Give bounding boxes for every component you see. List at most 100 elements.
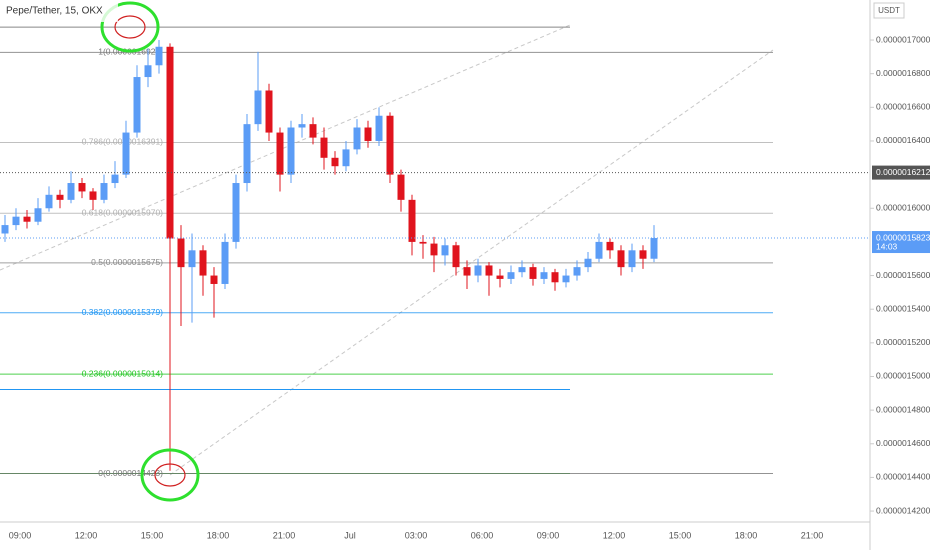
x-tick-label: 12:00 bbox=[75, 530, 98, 540]
price-tag bbox=[872, 165, 930, 180]
candle-body bbox=[221, 241, 229, 284]
y-tick-label: 0.0000015000 bbox=[876, 371, 931, 381]
candle-body bbox=[23, 216, 31, 222]
highlight-circle bbox=[100, 1, 160, 53]
candle-body bbox=[155, 46, 163, 66]
title-background bbox=[0, 0, 118, 22]
y-tick-label: 0.0000014600 bbox=[876, 438, 931, 448]
x-tick-label: 18:00 bbox=[207, 530, 230, 540]
candle-body bbox=[34, 208, 42, 222]
candle-body bbox=[408, 199, 416, 242]
chart-title: Pepe/Tether, 15, OKX bbox=[6, 6, 103, 17]
y-tick-label: 0.0000014400 bbox=[876, 472, 931, 482]
candle-body bbox=[386, 115, 394, 175]
y-tick-label: 0.0000016400 bbox=[876, 135, 931, 145]
candle-body bbox=[364, 127, 372, 141]
candle-body bbox=[419, 241, 427, 244]
y-tick-label: 0.0000016000 bbox=[876, 203, 931, 213]
candle-body bbox=[243, 124, 251, 184]
y-tick-label: 0.0000015600 bbox=[876, 270, 931, 280]
candle-body bbox=[56, 194, 64, 200]
candle-body bbox=[452, 245, 460, 268]
x-tick-label: 03:00 bbox=[405, 530, 428, 540]
candle-body bbox=[628, 250, 636, 268]
candle-body bbox=[397, 174, 405, 200]
candle-body bbox=[507, 272, 515, 279]
candle-body bbox=[496, 275, 504, 279]
candle-body bbox=[518, 267, 526, 273]
candle-body bbox=[562, 275, 570, 283]
candle-body bbox=[1, 225, 9, 234]
fib-label: 0.382(0.0000015379) bbox=[82, 307, 163, 317]
candle-body bbox=[78, 183, 86, 192]
fib-label: 0.618(0.0000015970) bbox=[82, 208, 163, 218]
candle-body bbox=[122, 132, 130, 175]
x-tick-label: 21:00 bbox=[273, 530, 296, 540]
y-tick-label: 0.0000016800 bbox=[876, 68, 931, 78]
candle-body bbox=[100, 183, 108, 200]
candle-body bbox=[375, 115, 383, 141]
candle-body bbox=[474, 265, 482, 276]
candle-body bbox=[265, 90, 273, 133]
price-tag bbox=[872, 231, 930, 254]
candle-body bbox=[606, 241, 614, 251]
x-tick-label: Jul bbox=[344, 530, 356, 540]
price-tag-sub: 14:03 bbox=[876, 241, 898, 251]
highlight-circle bbox=[140, 448, 200, 502]
fib-label: 0.236(0.0000015014) bbox=[82, 368, 163, 378]
candle-body bbox=[254, 90, 262, 125]
candle-body bbox=[463, 267, 471, 276]
candle-body bbox=[573, 267, 581, 276]
candle-body bbox=[551, 272, 559, 283]
x-tick-label: 15:00 bbox=[141, 530, 164, 540]
x-tick-label: 12:00 bbox=[603, 530, 626, 540]
currency-label: USDT bbox=[878, 6, 900, 15]
candle-body bbox=[166, 46, 174, 239]
candle-body bbox=[639, 250, 647, 259]
candle-body bbox=[89, 191, 97, 200]
trend-line bbox=[169, 49, 774, 476]
y-tick-label: 0.0000015400 bbox=[876, 303, 931, 313]
candle-body bbox=[232, 183, 240, 242]
candle-body bbox=[309, 124, 317, 138]
fib-label: 0.786(0.0000016391) bbox=[82, 137, 163, 147]
price-tag-label: 0.0000015823 bbox=[876, 232, 931, 242]
price-tag-label: 0.0000016212 bbox=[876, 167, 931, 177]
candle-body bbox=[529, 267, 537, 279]
candle-body bbox=[342, 149, 350, 167]
candle-body bbox=[276, 132, 284, 175]
candle-body bbox=[441, 245, 449, 256]
y-tick-label: 0.0000014200 bbox=[876, 505, 931, 515]
x-tick-label: 06:00 bbox=[471, 530, 494, 540]
y-tick-label: 0.0000016600 bbox=[876, 102, 931, 112]
candle-body bbox=[111, 174, 119, 184]
y-tick-label: 0.0000015200 bbox=[876, 337, 931, 347]
candle-body bbox=[584, 258, 592, 268]
candle-body bbox=[595, 241, 603, 259]
candle-body bbox=[210, 275, 218, 284]
candle-body bbox=[430, 243, 438, 256]
candle-body bbox=[67, 183, 75, 200]
y-tick-label: 0.0000017000 bbox=[876, 34, 931, 44]
x-tick-label: 09:00 bbox=[537, 530, 560, 540]
candle-body bbox=[540, 272, 548, 279]
fib-label: 0(0.0000014423) bbox=[98, 468, 163, 478]
candle-body bbox=[353, 127, 361, 150]
candle-body bbox=[144, 65, 152, 78]
currency-box bbox=[873, 2, 905, 19]
candle-body bbox=[331, 157, 339, 167]
y-tick-label: 0.0000014800 bbox=[876, 404, 931, 414]
trend-line bbox=[0, 24, 571, 271]
x-tick-label: 15:00 bbox=[669, 530, 692, 540]
candle-body bbox=[485, 265, 493, 276]
highlight-dot bbox=[114, 15, 146, 39]
candle-body bbox=[133, 77, 141, 133]
candle-body bbox=[298, 124, 306, 128]
candle-body bbox=[287, 127, 295, 175]
candle-body bbox=[45, 194, 53, 209]
candle-body bbox=[12, 216, 20, 226]
candle-body bbox=[177, 238, 185, 268]
candle-body bbox=[320, 137, 328, 158]
x-tick-label: 09:00 bbox=[9, 530, 32, 540]
